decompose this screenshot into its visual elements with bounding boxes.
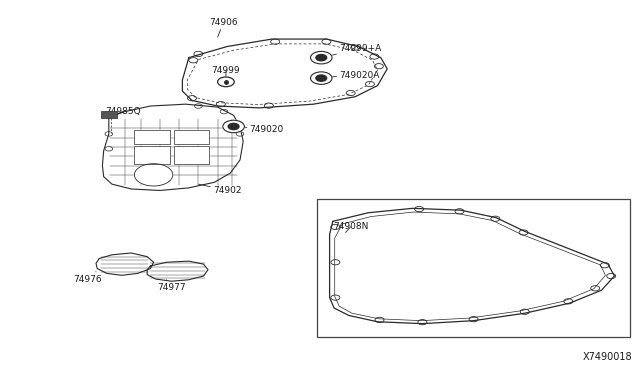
Text: 749020: 749020	[239, 125, 284, 134]
Bar	[174, 146, 209, 164]
Text: 74908N: 74908N	[333, 222, 368, 232]
Bar	[134, 130, 170, 144]
Bar	[134, 130, 170, 144]
Circle shape	[218, 77, 234, 87]
Bar	[134, 146, 170, 164]
Circle shape	[310, 72, 332, 84]
Text: 74976: 74976	[74, 272, 102, 283]
Text: X7490018: X7490018	[582, 352, 632, 362]
Bar	[174, 130, 209, 144]
Text: 74902: 74902	[198, 184, 242, 195]
Bar	[317, 199, 630, 337]
Circle shape	[316, 75, 326, 81]
Text: 749020A: 749020A	[326, 71, 380, 80]
Text: 74977: 74977	[157, 280, 186, 292]
Text: 74985Q: 74985Q	[106, 107, 141, 116]
Circle shape	[134, 164, 173, 186]
Text: 74906: 74906	[209, 18, 238, 37]
Circle shape	[316, 55, 326, 61]
Circle shape	[223, 120, 244, 133]
Bar	[174, 130, 209, 144]
Circle shape	[228, 124, 239, 129]
Circle shape	[310, 51, 332, 64]
Text: 74999: 74999	[212, 66, 240, 77]
Polygon shape	[101, 111, 117, 118]
Bar	[174, 146, 209, 164]
Text: 74999+A: 74999+A	[326, 44, 381, 57]
Bar	[134, 146, 170, 164]
